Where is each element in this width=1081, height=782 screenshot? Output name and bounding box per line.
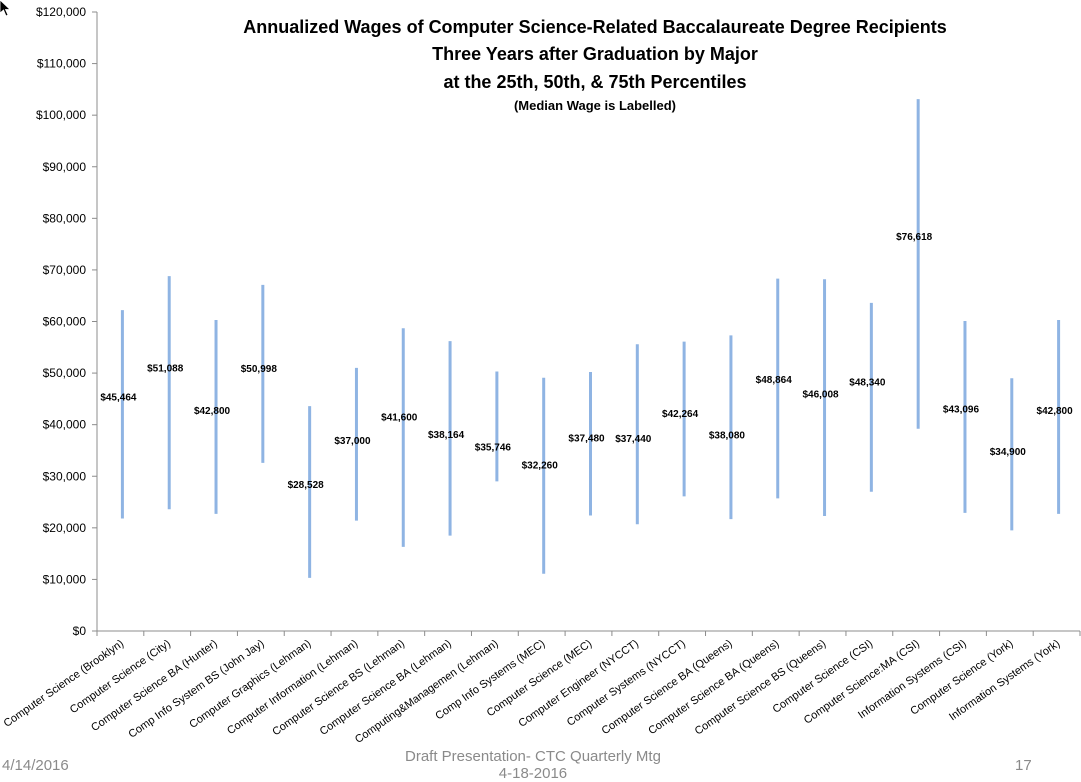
chart-subtitle: (Median Wage is Labelled) [514, 98, 676, 113]
footer-page-number: 17 [1015, 757, 1032, 774]
median-label: $37,480 [568, 434, 605, 445]
y-tick-label: $120,000 [36, 5, 86, 19]
chart-title: Annualized Wages of Computer Science-Rel… [243, 17, 947, 92]
y-tick-label: $10,000 [43, 572, 87, 586]
y-tick-label: $40,000 [43, 418, 87, 432]
y-axis: $0 $10,000 $20,000 $30,000 $40,000 $50,000 $60… [36, 5, 98, 638]
y-tick-label: $60,000 [43, 315, 87, 329]
y-tick-label: $20,000 [43, 521, 87, 535]
footer-center-text: Draft Presentation- CTC Quarterly Mtg 4-… [405, 748, 661, 782]
median-label: $76,618 [896, 232, 933, 243]
median-label: $41,600 [381, 412, 418, 423]
median-label: $38,164 [428, 430, 465, 441]
y-tick-label: $100,000 [36, 108, 86, 122]
median-label: $28,528 [288, 480, 325, 491]
median-label: $42,800 [194, 406, 231, 417]
median-label: $45,464 [100, 392, 137, 403]
median-label: $34,900 [990, 447, 1027, 458]
y-tick-label: $80,000 [43, 211, 87, 225]
y-tick-label: $70,000 [43, 263, 87, 277]
chart-title-line: Annualized Wages of Computer Science-Rel… [243, 17, 947, 37]
pointer-arrow-icon [0, 0, 12, 17]
y-tick-label: $0 [73, 624, 87, 638]
y-tick-label: $90,000 [43, 160, 87, 174]
range-bars [120, 99, 1061, 578]
median-label: $43,096 [943, 405, 980, 416]
median-label: $42,264 [662, 409, 699, 420]
median-label: $42,800 [1037, 406, 1074, 417]
median-label: $48,340 [849, 378, 886, 389]
median-labels: $45,464 $51,088 $42,800 $50,998 $28,528 $37,0… [100, 232, 1073, 491]
median-label: $51,088 [147, 363, 184, 374]
median-label: $37,000 [334, 436, 371, 447]
x-axis [96, 630, 1081, 636]
y-tick-label: $110,000 [37, 57, 86, 71]
category-labels: Computer Science (Brooklyn)Computer Scie… [2, 638, 1063, 746]
median-label: $46,008 [802, 390, 839, 401]
y-tick-label: $50,000 [43, 366, 87, 380]
chart-title-line: at the 25th, 50th, & 75th Percentiles [443, 72, 746, 92]
median-label: $50,998 [241, 364, 278, 375]
median-label: $48,864 [756, 375, 793, 386]
y-tick-label: $30,000 [43, 469, 87, 483]
chart-title-line: Three Years after Graduation by Major [432, 44, 758, 64]
median-label: $37,440 [615, 434, 652, 445]
median-label: $38,080 [709, 431, 746, 442]
footer-date: 4/14/2016 [2, 757, 69, 774]
median-label: $35,746 [475, 443, 512, 454]
median-label: $32,260 [522, 461, 559, 472]
